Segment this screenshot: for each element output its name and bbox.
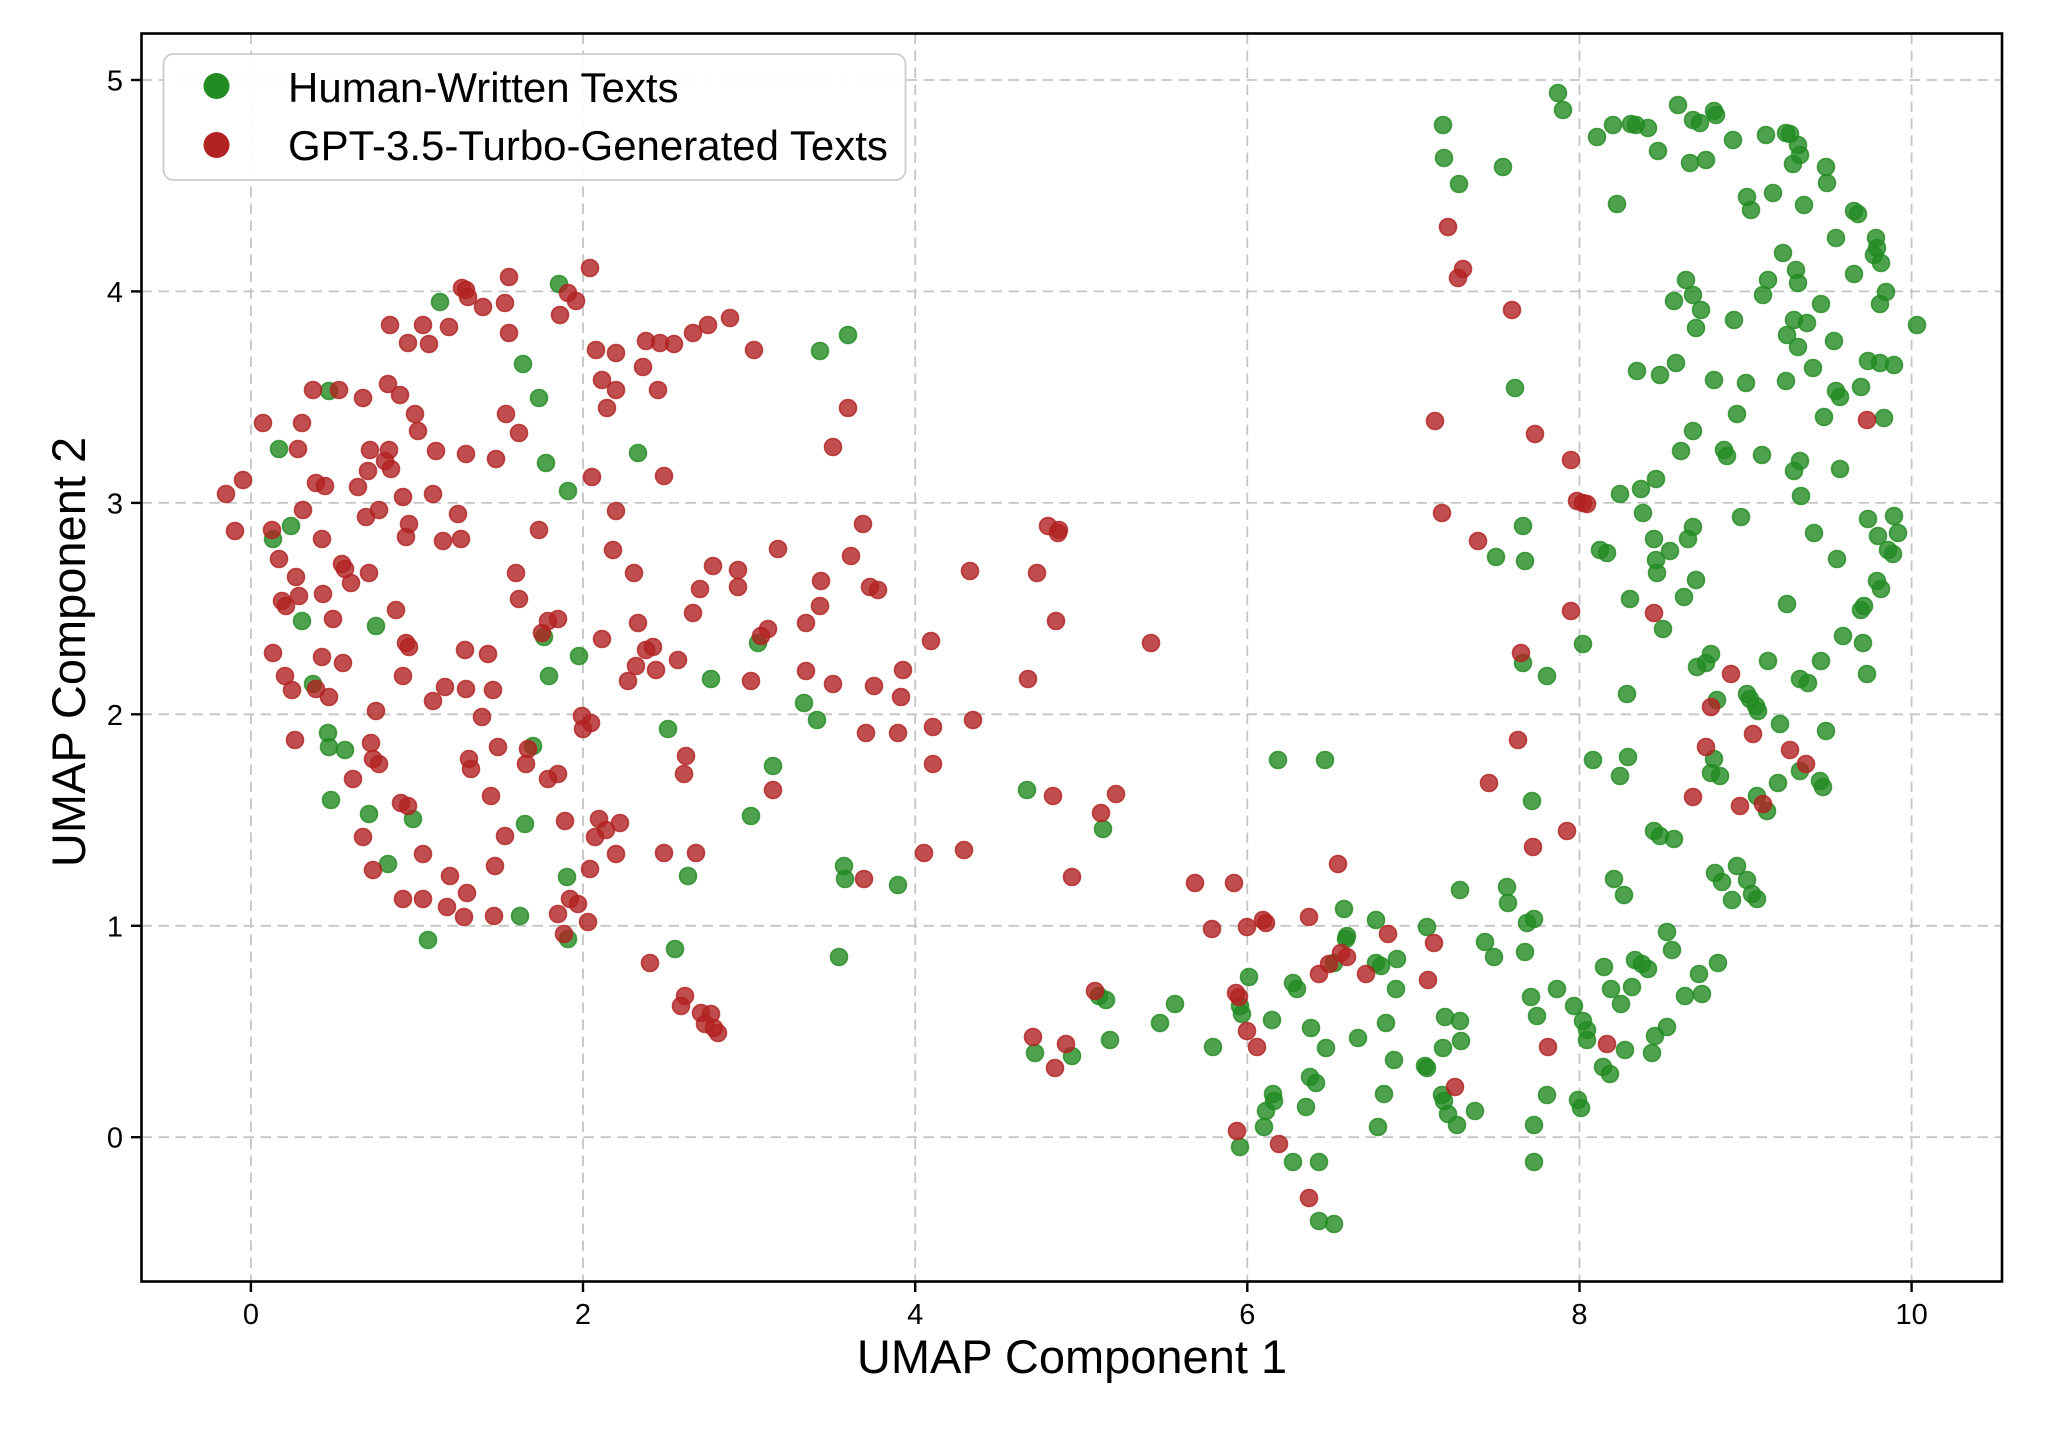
svg-text:2: 2 <box>575 1299 591 1331</box>
svg-text:5: 5 <box>107 66 123 98</box>
svg-text:6: 6 <box>1239 1299 1255 1331</box>
svg-text:3: 3 <box>107 488 123 520</box>
svg-text:UMAP Component 2: UMAP Component 2 <box>42 437 95 867</box>
svg-text:4: 4 <box>907 1299 923 1331</box>
svg-text:1: 1 <box>107 911 123 943</box>
svg-text:GPT-3.5-Turbo-Generated Texts: GPT-3.5-Turbo-Generated Texts <box>288 122 888 169</box>
svg-text:10: 10 <box>1895 1299 1927 1331</box>
svg-text:8: 8 <box>1571 1299 1587 1331</box>
svg-text:2: 2 <box>107 700 123 732</box>
svg-text:0: 0 <box>107 1123 123 1155</box>
svg-text:Human-Written Texts: Human-Written Texts <box>288 64 679 111</box>
svg-text:0: 0 <box>243 1299 259 1331</box>
svg-text:4: 4 <box>107 277 123 309</box>
svg-text:UMAP Component 1: UMAP Component 1 <box>857 1330 1287 1383</box>
